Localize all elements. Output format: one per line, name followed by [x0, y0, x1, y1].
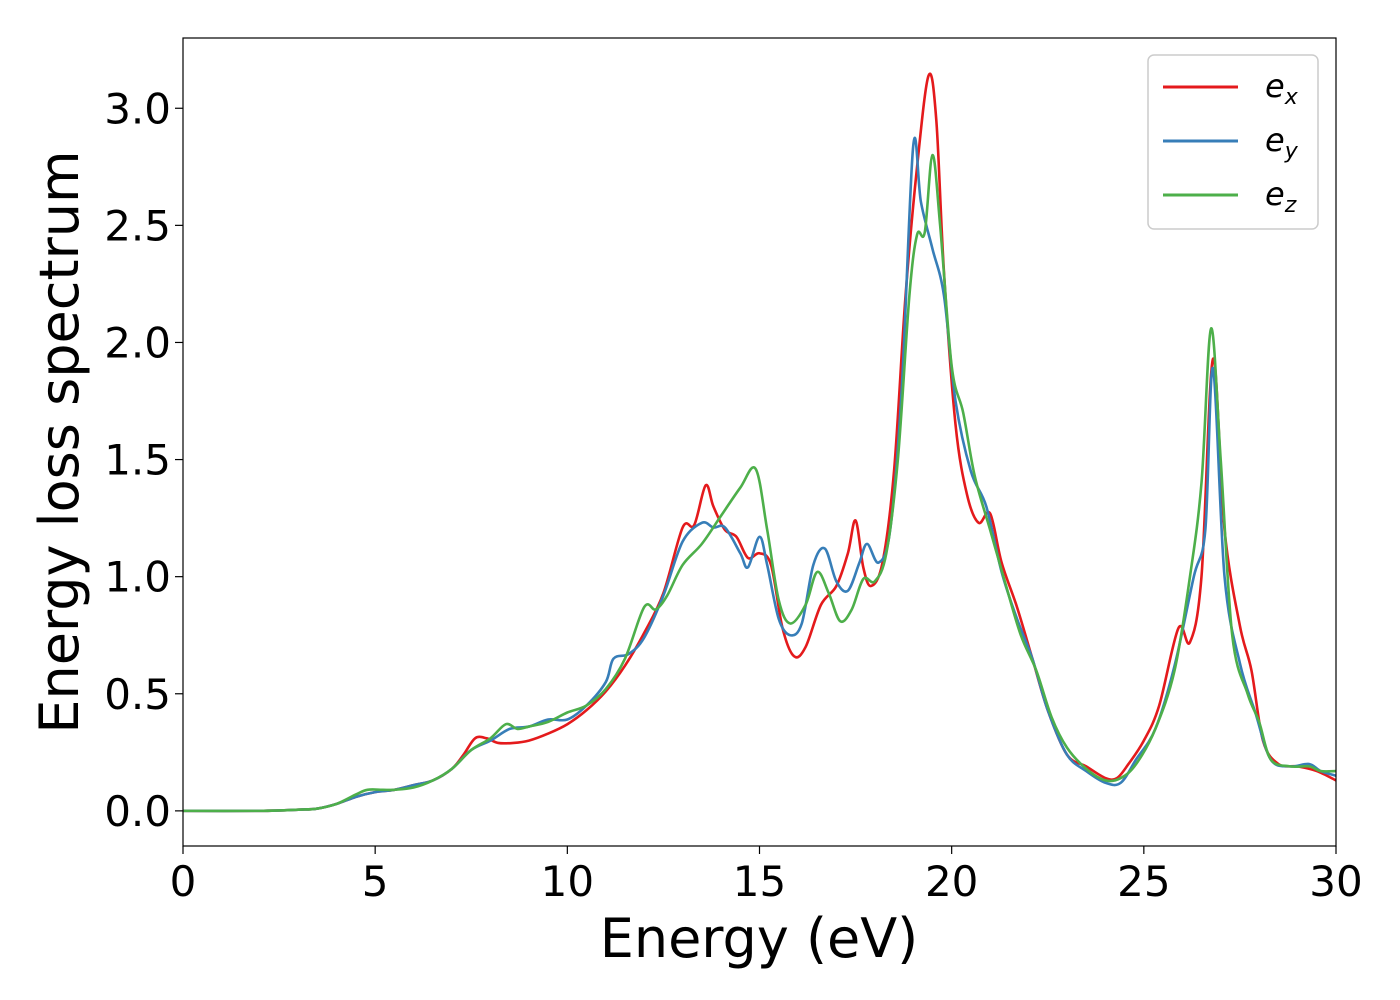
x-axis-label: Energy (eV) — [600, 907, 919, 970]
x-tick-label: 25 — [1117, 857, 1170, 906]
x-tick-label: 5 — [362, 857, 389, 906]
y-tick-label: 0.5 — [104, 670, 171, 719]
y-tick-label: 0.0 — [104, 787, 171, 836]
x-tick-label: 20 — [925, 857, 978, 906]
y-tick-label: 1.0 — [104, 553, 171, 602]
x-tick-label: 15 — [733, 857, 786, 906]
x-tick-label: 0 — [170, 857, 197, 906]
x-tick-label: 10 — [541, 857, 594, 906]
y-tick-label: 2.0 — [104, 318, 171, 367]
y-tick-label: 2.5 — [104, 201, 171, 250]
series-line-ex — [183, 72, 1336, 813]
x-tick-label: 30 — [1309, 857, 1362, 906]
y-tick-label: 3.0 — [104, 84, 171, 133]
y-tick-label: 1.5 — [104, 436, 171, 485]
y-axis-label: Energy loss spectrum — [28, 150, 91, 733]
ticks-layer: 0 5 10 15 20 25 30 0.0 0.5 1.0 1.5 2.0 2.5 3.0 — [104, 84, 1363, 906]
series-line-ez — [183, 153, 1336, 813]
lines-layer — [183, 72, 1336, 813]
